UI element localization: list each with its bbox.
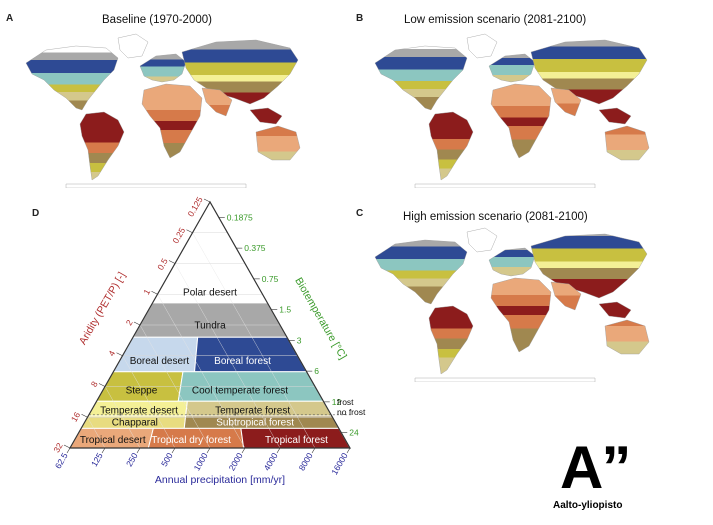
aridity-tick-label: 2	[124, 318, 135, 327]
aridity-tick-label: 8	[89, 379, 100, 388]
precipitation-tick-label: 125	[89, 451, 105, 469]
landmass	[598, 301, 632, 319]
precipitation-tick-label: 250	[124, 451, 140, 469]
panel-d-letter: D	[32, 208, 40, 219]
biotemperature-tick-label: 0.75	[262, 274, 279, 284]
panel-a-title: Baseline (1970-2000)	[102, 14, 212, 26]
landmass	[139, 53, 187, 83]
panel-c-letter: C	[356, 208, 364, 219]
biotemperature-tick-label: 3	[297, 335, 302, 345]
biotemperature-axis-label: Biotemperature [°C]	[292, 276, 349, 362]
world-map-low-emission	[355, 28, 655, 188]
landmass	[490, 83, 552, 159]
landmass	[249, 107, 283, 125]
no-frost-label: no frost	[337, 407, 366, 417]
zone-label: Cool temperate forest	[192, 386, 288, 397]
aridity-tick-label: 1	[141, 287, 152, 296]
biotemperature-tick-label: 24	[349, 428, 359, 438]
landmass	[255, 125, 301, 161]
zone-label: Tropical desert	[80, 435, 146, 446]
world-map-high-emission	[355, 222, 655, 382]
world-map-svg	[25, 33, 301, 188]
landmass	[117, 33, 149, 59]
panel-a-letter: A	[6, 13, 14, 24]
landmass	[141, 83, 203, 159]
landmass	[428, 111, 474, 181]
landmass	[466, 33, 498, 59]
aalto-logo-text: Aalto-yliopisto	[553, 500, 623, 511]
landmass	[488, 247, 536, 277]
zone-label: Boreal desert	[130, 356, 190, 367]
world-map-svg	[374, 227, 650, 382]
zone-label: Steppe	[126, 386, 158, 397]
landmass	[374, 239, 468, 305]
zone-label: Tropical forest	[265, 435, 328, 446]
precipitation-tick-label: 62.5	[53, 451, 70, 471]
landmass	[550, 281, 582, 311]
landmass	[598, 107, 632, 125]
landmass	[488, 53, 536, 83]
precipitation-tick-label: 500	[159, 451, 175, 469]
landmass	[530, 233, 648, 299]
zone-label: Tundra	[194, 321, 226, 332]
biotemperature-tick-label: 12	[332, 397, 342, 407]
panel-b-title: Low emission scenario (2081-2100)	[404, 14, 587, 26]
precipitation-tick-label: 4000	[262, 451, 280, 473]
panel-b-letter: B	[356, 13, 364, 24]
biotemperature-tick-label: 0.375	[244, 243, 266, 253]
zone-label: Temperate forest	[215, 405, 290, 416]
aridity-tick-label: 32	[51, 441, 65, 454]
landmass	[550, 87, 582, 117]
precipitation-tick-label: 8000	[297, 451, 315, 473]
biotemperature-tick-label: 6	[314, 366, 319, 376]
world-map-svg	[374, 33, 650, 188]
precipitation-tick-label: 1000	[192, 451, 210, 473]
landmass	[374, 45, 468, 111]
aridity-tick-label: 0.25	[170, 226, 187, 246]
panel-c-title: High emission scenario (2081-2100)	[403, 211, 588, 223]
landmass	[414, 377, 596, 382]
landmass	[604, 319, 650, 355]
zone-label: Tropical dry forest	[151, 435, 231, 446]
aridity-tick-label: 0.125	[185, 195, 204, 219]
zone-label: Subtropical forest	[216, 418, 294, 429]
frost-label: frost	[337, 397, 354, 407]
precipitation-tick-label: 2000	[227, 451, 245, 473]
aridity-tick-label: 4	[106, 349, 117, 358]
landmass	[65, 183, 247, 188]
biotemperature-tick-label: 0.1875	[227, 212, 253, 222]
landmass	[201, 87, 233, 117]
holdridge-triangle-svg: Polar desert Tundra Boreal desert Boreal fo…	[51, 195, 366, 486]
zone-label: Boreal forest	[214, 356, 271, 367]
precipitation-axis-label: Annual precipitation [mm/yr]	[155, 474, 285, 486]
landmass	[414, 183, 596, 188]
aridity-axis-label: Aridity (PET/P) [-]	[77, 270, 128, 347]
zone-label: Temperate desert	[100, 405, 178, 416]
aalto-logo-mark: A”	[560, 434, 631, 501]
aalto-logo: A” Aalto-yliopisto	[540, 438, 660, 518]
landmass	[79, 111, 125, 181]
zone-label: Chapparal	[112, 418, 158, 429]
landmass	[466, 227, 498, 253]
landmass	[490, 277, 552, 353]
aridity-tick-label: 16	[69, 410, 83, 423]
holdridge-triangle: Polar desert Tundra Boreal desert Boreal fo…	[0, 190, 370, 490]
landmass	[25, 45, 119, 111]
landmass	[530, 39, 648, 105]
biotemperature-tick-label: 1.5	[279, 305, 291, 315]
aridity-tick-label: 0.5	[155, 256, 170, 271]
landmass	[428, 305, 474, 375]
landmass	[181, 39, 299, 105]
precipitation-tick-label: 16000	[329, 451, 350, 477]
zone-label: Polar desert	[183, 287, 237, 298]
landmass	[604, 125, 650, 161]
world-map-baseline	[6, 28, 306, 188]
